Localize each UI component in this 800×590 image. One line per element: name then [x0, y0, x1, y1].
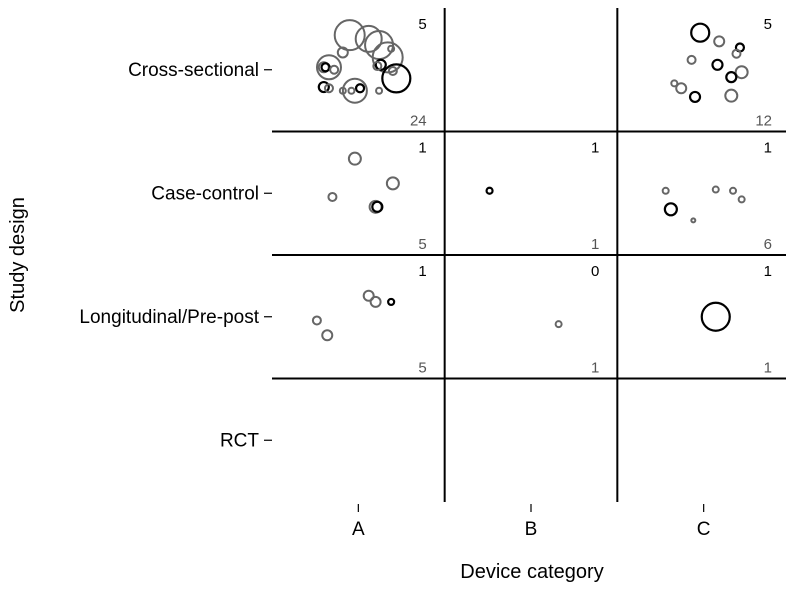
data-point-longitudinal-pre-post-a: [362, 289, 375, 302]
data-point-longitudinal-pre-post-c: [700, 301, 731, 332]
data-point-cross-sectional-c: [731, 48, 742, 59]
data-point-cross-sectional-a: [381, 63, 412, 94]
data-point-cross-sectional-c: [686, 54, 697, 65]
cell-count-bottom-case-control-b: 1: [591, 236, 599, 253]
data-point-longitudinal-pre-post-a: [321, 329, 334, 342]
cell-count-bottom-case-control-a: 5: [418, 236, 426, 253]
data-point-cross-sectional-a: [315, 54, 342, 81]
data-point-cross-sectional-a: [336, 46, 349, 59]
data-point-cross-sectional-a: [347, 86, 356, 95]
cell-count-top-case-control-c: 1: [764, 140, 772, 157]
data-point-cross-sectional-c: [724, 88, 739, 103]
x-tick-label-c: C: [697, 519, 711, 540]
data-point-cross-sectional-a: [333, 19, 366, 52]
y-tick-label-rct: RCT: [220, 430, 259, 451]
data-point-case-control-a: [327, 191, 338, 202]
data-point-case-control-c: [729, 186, 738, 195]
data-point-longitudinal-pre-post-b: [554, 320, 563, 329]
y-axis-title: Study design: [7, 197, 29, 313]
y-axis: Cross-sectional Case-control Longitudinal/…: [79, 60, 272, 451]
data-point-longitudinal-pre-post-a: [311, 315, 322, 326]
data-point-cross-sectional-c: [711, 58, 724, 71]
data-point-case-control-a: [385, 176, 400, 191]
y-tick-label-cross-sectional: Cross-sectional: [128, 60, 259, 81]
data-point-cross-sectional-a: [374, 58, 387, 71]
data-point-cross-sectional-c: [675, 82, 688, 95]
y-tick-label-longitudinal-pre-post: Longitudinal/Pre-post: [79, 307, 259, 328]
x-axis: A B C: [352, 504, 711, 540]
grid-lines: [272, 8, 786, 502]
data-point-cross-sectional-c: [670, 79, 679, 88]
data-point-cross-sectional-a: [375, 86, 384, 95]
cell-count-bottom-longitudinal-pre-post-b: 1: [591, 360, 599, 377]
y-tick-label-case-control: Case-control: [151, 183, 259, 204]
data-point-case-control-c: [663, 202, 678, 217]
data-point-cross-sectional-a: [354, 83, 366, 94]
data-point-cross-sectional-a: [317, 80, 330, 94]
cell-count-top-cross-sectional-a: 5: [418, 16, 426, 33]
cell-count-top-case-control-b: 1: [591, 140, 599, 157]
data-point-cross-sectional-c: [725, 71, 738, 84]
data-point-cross-sectional-a: [338, 86, 347, 95]
cell-count-top-longitudinal-pre-post-a: 1: [418, 263, 426, 280]
data-point-case-control-a: [347, 151, 362, 166]
data-point-cross-sectional-a: [341, 77, 368, 104]
data-point-cross-sectional-a: [354, 24, 383, 53]
points-layer: [311, 19, 749, 342]
data-point-cross-sectional-a: [329, 64, 340, 75]
x-tick-label-b: B: [525, 519, 538, 540]
cell-count-bottom-cross-sectional-c: 12: [755, 113, 772, 130]
cell-count-bottom-cross-sectional-a: 24: [410, 113, 427, 130]
data-point-case-control-c: [661, 186, 670, 195]
data-point-case-control-b: [485, 186, 494, 195]
data-point-cross-sectional-a: [387, 44, 396, 53]
data-point-cross-sectional-a: [372, 61, 383, 72]
data-point-longitudinal-pre-post-a: [369, 295, 382, 308]
data-point-cross-sectional-a: [387, 65, 398, 76]
x-tick-label-a: A: [352, 519, 365, 540]
data-point-cross-sectional-c: [734, 65, 749, 80]
cell-count-bottom-longitudinal-pre-post-c: 1: [764, 360, 772, 377]
data-point-cross-sectional-c: [688, 90, 702, 104]
data-point-longitudinal-pre-post-a: [387, 297, 396, 307]
data-point-cross-sectional-c: [713, 35, 726, 48]
cell-count-top-longitudinal-pre-post-c: 1: [764, 263, 772, 280]
data-point-cross-sectional-a: [323, 83, 334, 94]
cell-count-top-case-control-a: 1: [418, 140, 426, 157]
data-point-cross-sectional-c: [690, 22, 711, 43]
data-point-case-control-c: [737, 195, 746, 204]
x-axis-title: Device category: [460, 561, 603, 583]
data-point-case-control-c: [711, 185, 720, 194]
data-point-case-control-a: [371, 200, 384, 213]
data-point-cross-sectional-a: [320, 62, 331, 73]
cell-count-top-longitudinal-pre-post-b: 0: [591, 263, 599, 280]
cell-count-bottom-case-control-c: 6: [764, 236, 772, 253]
data-point-cross-sectional-a: [371, 41, 404, 74]
data-point-case-control-c: [690, 217, 697, 224]
cell-count-top-cross-sectional-c: 5: [764, 16, 772, 33]
cell-count-bottom-longitudinal-pre-post-a: 5: [418, 360, 426, 377]
